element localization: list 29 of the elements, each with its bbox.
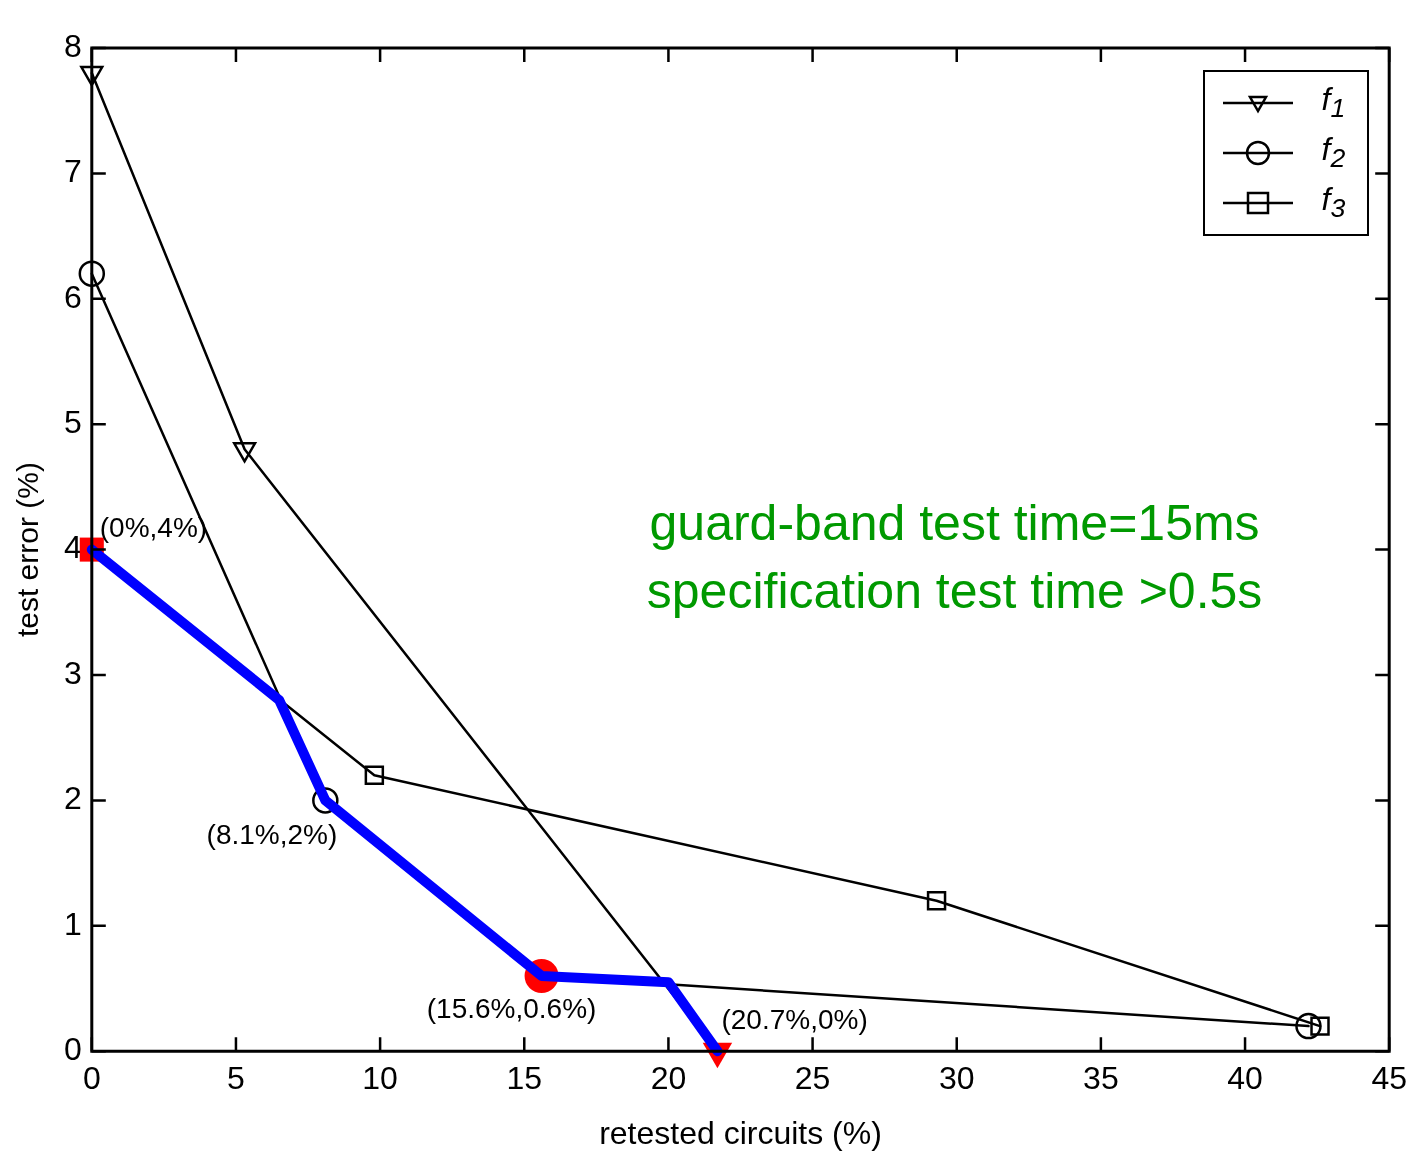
x-axis-title: retested circuits (%) [599, 1114, 882, 1151]
y-tick-label: 3 [64, 654, 82, 691]
y-axis-title: test error (%) [11, 462, 45, 638]
annotation: (15.6%,0.6%) [426, 992, 597, 1024]
annotation: guard-band test time=15ms [649, 495, 1260, 552]
y-tick-label: 1 [64, 905, 82, 942]
y-tick-label: 4 [64, 529, 82, 566]
x-tick-label: 35 [1083, 1060, 1119, 1097]
x-tick-label: 15 [506, 1060, 543, 1097]
y-tick-label: 7 [64, 153, 82, 190]
x-tick-label: 40 [1227, 1060, 1263, 1097]
annotation: (0%,4%) [99, 512, 208, 544]
x-tick-label: 30 [938, 1060, 975, 1097]
x-tick-label: 20 [650, 1060, 687, 1097]
legend-label: f$_{2}$ [1321, 131, 1346, 175]
y-tick-label: 6 [64, 278, 82, 315]
annotation: specification test time >0.5s [646, 563, 1263, 620]
y-tick-label: 5 [64, 404, 82, 441]
y-tick-label: 2 [64, 780, 82, 817]
x-tick-label: 25 [794, 1060, 831, 1097]
x-tick-label: 10 [362, 1060, 398, 1097]
x-tick-label: 5 [227, 1060, 245, 1097]
legend-label: f$_{3}$ [1321, 181, 1346, 225]
annotation: (8.1%,2%) [206, 819, 338, 851]
y-tick-label: 8 [64, 27, 82, 64]
x-tick-label: 45 [1371, 1060, 1407, 1097]
legend-label: f$_{1}$ [1321, 81, 1346, 125]
y-tick-label: 0 [64, 1031, 82, 1068]
annotation: (20.7%,0%) [721, 1003, 868, 1035]
